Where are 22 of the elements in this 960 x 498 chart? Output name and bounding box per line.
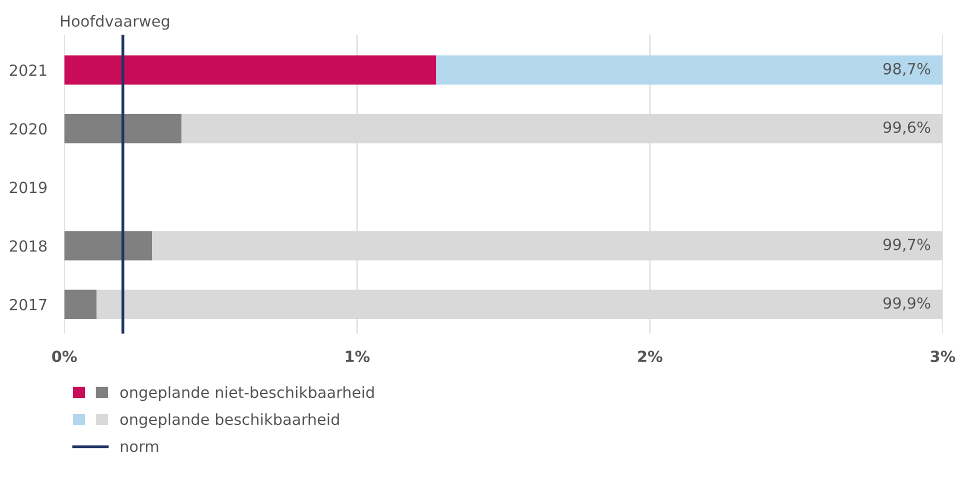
y-tick-label: 2019 [10,182,47,194]
bar [436,55,943,85]
annotation: 98,7% [883,62,930,76]
legend-label: ongeplande beschikbaarheid [120,413,339,428]
annotation: 99,6% [883,121,930,135]
chart-title: Hoofdvaarweg [61,15,170,30]
legend-label: norm [120,443,158,452]
bar [64,290,97,320]
bar [64,114,182,144]
legend-label: ongeplande niet-beschikbaarheid [120,386,374,402]
bar [64,55,436,85]
x-tick-label: 2% [638,350,662,362]
annotation: 99,9% [883,297,930,310]
y-tick-label: 2017 [10,298,46,310]
x-tick-label: 0% [52,350,77,362]
bar [64,231,152,260]
annotation: 99,7% [883,238,930,252]
y-tick-label: 2020 [10,123,47,135]
y-tick-label: 2018 [10,240,47,252]
x-tick-label: 1% [346,350,370,362]
x-tick-label: 3% [930,350,956,362]
y-tick-label: 2021 [10,64,46,76]
